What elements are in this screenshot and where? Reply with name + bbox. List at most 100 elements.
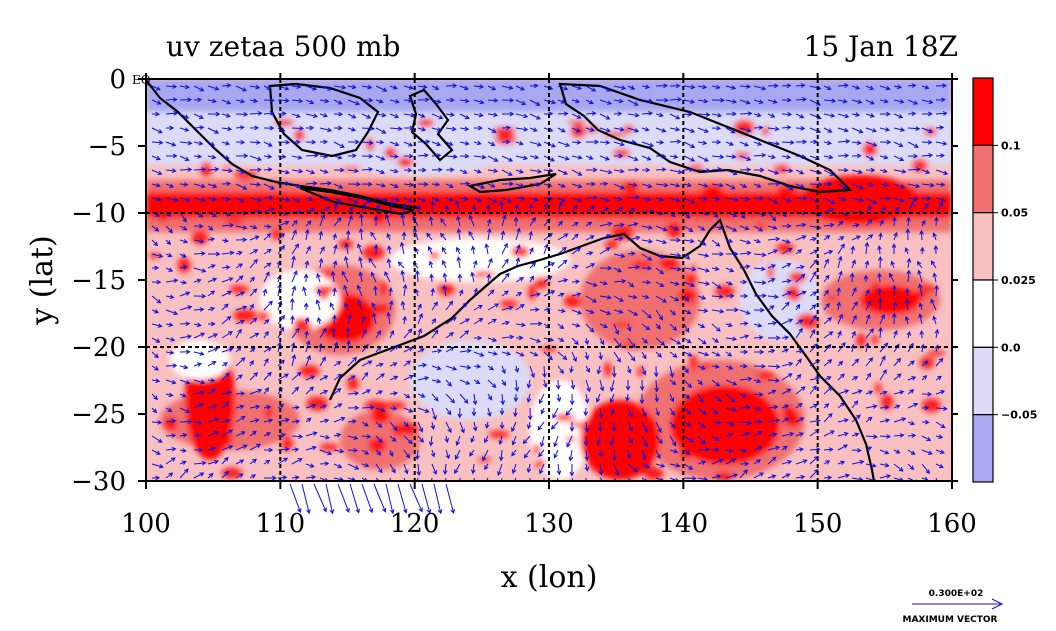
wind-vector <box>207 111 221 117</box>
wind-vector <box>865 328 874 339</box>
wind-vector <box>754 167 765 173</box>
colorbar-label: 0.1 <box>1001 139 1021 152</box>
wind-vector <box>440 232 447 241</box>
wind-vector <box>823 98 837 104</box>
wind-vector <box>543 243 549 255</box>
wind-vector <box>473 197 483 203</box>
wind-vector <box>249 197 263 203</box>
wind-vector <box>669 295 680 302</box>
wind-vector <box>599 295 612 300</box>
wind-vector <box>711 97 725 103</box>
wind-vector <box>683 182 693 188</box>
wind-vector <box>739 376 753 382</box>
wind-vector <box>739 155 752 161</box>
wind-vector <box>599 207 610 213</box>
wind-vector <box>207 446 217 451</box>
wind-vector <box>347 419 357 424</box>
wind-vector <box>347 84 357 90</box>
wind-vector <box>333 432 342 438</box>
wind-vector <box>317 288 322 297</box>
wind-vector <box>711 251 725 257</box>
wind-vector <box>221 445 234 451</box>
wind-vector <box>487 351 498 356</box>
wind-vector <box>459 379 471 385</box>
wind-vector <box>459 141 470 146</box>
wind-vector <box>538 449 545 458</box>
wind-vector <box>930 260 937 269</box>
wind-vector <box>865 182 875 188</box>
wind-vector <box>809 376 821 382</box>
wind-vector <box>571 222 579 227</box>
field-blob <box>670 385 780 465</box>
wind-vector <box>235 473 244 479</box>
wind-vector <box>571 155 583 160</box>
wind-vector <box>515 257 521 269</box>
wind-vector <box>333 388 342 395</box>
wind-vector <box>389 405 398 411</box>
wind-vector <box>613 141 625 147</box>
wind-vector <box>207 321 216 327</box>
field-blob <box>330 125 510 175</box>
wind-vector <box>597 421 603 432</box>
field-speckle <box>397 156 414 168</box>
wind-vector <box>277 417 290 423</box>
wind-vector <box>473 318 484 325</box>
wind-vector <box>585 127 595 132</box>
wind-vector <box>371 312 377 325</box>
wind-vector <box>907 463 915 471</box>
wind-vector <box>151 182 161 188</box>
wind-vector <box>289 297 295 311</box>
wind-vector <box>473 183 486 189</box>
y-tick-label: −20 <box>71 333 126 363</box>
wind-vector <box>263 207 275 213</box>
wind-vector <box>571 197 583 203</box>
wind-vector <box>357 243 363 255</box>
wind-vector <box>193 85 205 92</box>
wind-vector <box>795 97 808 102</box>
wind-vector <box>655 351 662 358</box>
wind-vector <box>487 183 496 188</box>
wind-vector <box>641 435 648 448</box>
wind-vector <box>851 183 864 190</box>
wind-vector <box>221 372 230 381</box>
wind-vector <box>781 97 792 103</box>
field-speckle <box>294 128 305 142</box>
wind-vector <box>879 369 887 381</box>
wind-vector <box>879 462 890 468</box>
wind-vector <box>889 272 895 283</box>
wind-vector <box>403 393 411 399</box>
field-speckle <box>281 435 293 452</box>
wind-vector <box>767 474 777 479</box>
wind-vector <box>795 139 808 145</box>
wind-vector <box>641 183 653 189</box>
wind-vector <box>514 365 520 373</box>
wind-vector <box>935 449 945 454</box>
wind-vector <box>291 327 300 339</box>
wind-vector <box>823 140 832 146</box>
wind-vector <box>416 463 422 477</box>
wind-vector <box>823 197 836 204</box>
wind-vector <box>934 284 939 297</box>
wind-vector <box>823 207 835 213</box>
wind-vector <box>501 169 513 176</box>
field-speckle <box>499 300 518 308</box>
wind-vector <box>361 328 367 339</box>
wind-vector <box>655 97 669 103</box>
wind-vector <box>639 379 645 391</box>
wind-vector <box>305 463 315 468</box>
wind-vector <box>263 97 275 103</box>
wind-vector <box>487 127 497 133</box>
wind-vector <box>514 379 520 392</box>
wind-vector <box>538 393 545 405</box>
wind-vector <box>431 182 441 187</box>
wind-vector <box>249 332 260 339</box>
field-blob <box>580 250 700 350</box>
wind-vector <box>613 295 624 302</box>
wind-vector <box>585 309 595 314</box>
wind-vector <box>263 183 275 190</box>
wind-vector <box>935 201 944 213</box>
wind-vector <box>529 351 539 357</box>
wind-vector <box>653 365 659 378</box>
field-speckle <box>367 210 376 218</box>
wind-vector <box>864 342 870 353</box>
